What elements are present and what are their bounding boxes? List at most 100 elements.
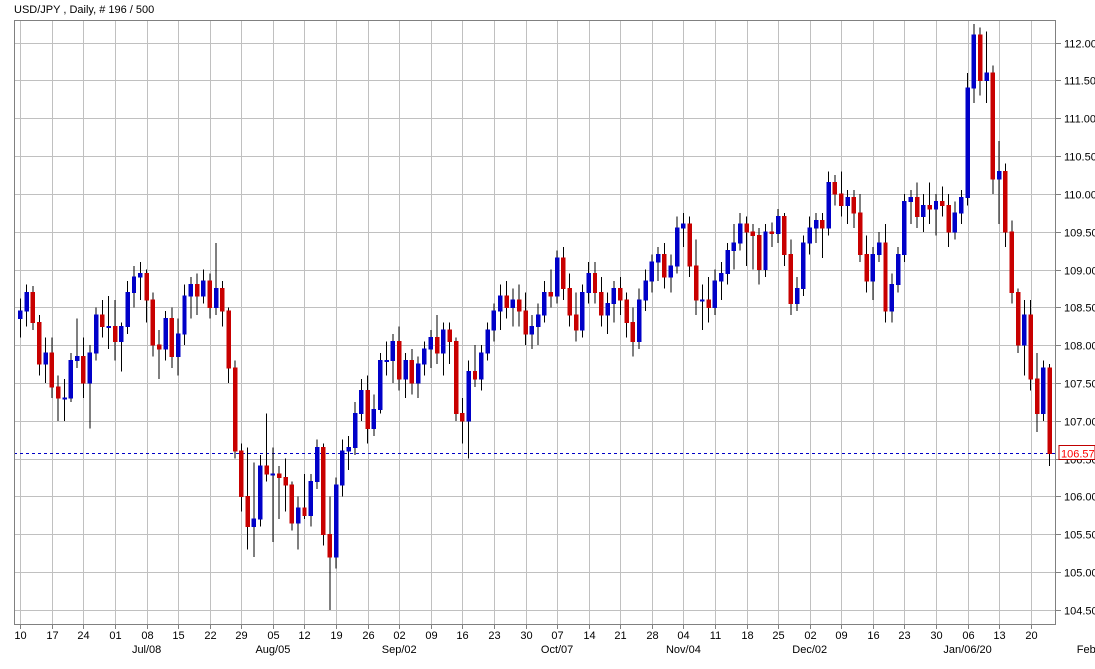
y-tick-label: 108.00: [1064, 341, 1095, 353]
x-tick-month-label: Dec/02: [792, 644, 827, 656]
chart-canvas: 104.50105.00105.50106.00106.50107.00107.…: [0, 0, 1095, 669]
candle: [107, 326, 110, 327]
x-tick-day-label: 06: [962, 630, 974, 642]
candle: [164, 319, 167, 349]
candle: [183, 296, 186, 334]
x-tick-day-label: 13: [993, 630, 1005, 642]
candle: [240, 451, 243, 496]
x-tick-day-label: 12: [298, 630, 310, 642]
candle: [650, 262, 653, 281]
candle: [783, 217, 786, 255]
candle: [846, 198, 849, 206]
candle: [909, 198, 912, 202]
candle: [549, 292, 552, 296]
candle: [132, 277, 135, 292]
candle: [44, 353, 47, 364]
candle: [82, 357, 85, 383]
candle: [309, 481, 312, 515]
candle: [884, 243, 887, 311]
x-tick-day-label: 07: [551, 630, 563, 642]
candle: [195, 285, 198, 296]
candle: [50, 353, 53, 387]
candlestick-chart: USD/JPY , Daily, # 196 / 500 104.50105.0…: [0, 0, 1095, 669]
x-tick-day-label: 20: [1025, 630, 1037, 642]
candle: [454, 341, 457, 413]
candle: [972, 35, 975, 88]
x-tick-day-label: 09: [425, 630, 437, 642]
candle: [19, 311, 22, 319]
y-tick-label: 106.00: [1064, 492, 1095, 504]
candle: [284, 478, 287, 486]
candle: [581, 292, 584, 330]
candle: [391, 341, 394, 360]
candle: [328, 534, 331, 557]
x-tick-day-label: 15: [172, 630, 184, 642]
candle: [94, 315, 97, 353]
candle: [530, 326, 533, 334]
candle: [56, 387, 59, 398]
candle: [139, 273, 142, 277]
candle: [619, 288, 622, 299]
y-tick-label: 109.00: [1064, 266, 1095, 278]
y-tick-label: 107.00: [1064, 417, 1095, 429]
candle: [631, 323, 634, 342]
candle: [372, 409, 375, 428]
x-tick-day-label: 10: [14, 630, 26, 642]
x-tick-month-label: Aug/05: [255, 644, 290, 656]
x-tick-day-label: 17: [46, 630, 58, 642]
candle: [170, 319, 173, 357]
candle: [555, 258, 558, 296]
candle: [524, 311, 527, 334]
candle: [120, 326, 123, 341]
candle: [757, 236, 760, 270]
x-tick-day-label: 24: [77, 630, 89, 642]
candle: [416, 364, 419, 383]
candle: [499, 296, 502, 311]
x-tick-day-label: 29: [235, 630, 247, 642]
candle: [214, 288, 217, 307]
candle: [701, 300, 704, 301]
candle: [745, 224, 748, 232]
candle: [246, 496, 249, 526]
candle: [505, 296, 508, 307]
y-tick-label: 105.50: [1064, 530, 1095, 542]
candle: [713, 281, 716, 307]
candle: [290, 485, 293, 523]
candle: [1004, 171, 1007, 232]
candle: [461, 413, 464, 421]
candle: [31, 292, 34, 322]
candle: [221, 288, 224, 311]
candle: [101, 315, 104, 326]
x-tick-day-label: 02: [804, 630, 816, 642]
candle: [145, 273, 148, 299]
candle: [675, 228, 678, 266]
candle: [644, 281, 647, 300]
x-tick-day-label: 16: [867, 630, 879, 642]
candle: [322, 447, 325, 534]
candle: [915, 198, 918, 217]
candle: [732, 243, 735, 251]
candle: [606, 304, 609, 315]
candle: [69, 360, 72, 398]
candle: [410, 360, 413, 383]
candle: [947, 205, 950, 231]
candle: [271, 474, 274, 475]
candle: [568, 288, 571, 314]
candle: [840, 194, 843, 205]
x-tick-day-label: 26: [362, 630, 374, 642]
candle: [997, 171, 1000, 179]
candle: [543, 292, 546, 315]
candle: [492, 311, 495, 330]
candle: [517, 300, 520, 311]
candle: [75, 357, 78, 361]
candle: [852, 198, 855, 213]
candle: [233, 368, 236, 451]
candle: [966, 88, 969, 198]
candle: [208, 281, 211, 307]
x-tick-day-label: 23: [898, 630, 910, 642]
x-tick-month-label: Sep/02: [382, 644, 417, 656]
candle: [821, 220, 824, 228]
candle: [656, 254, 659, 262]
x-tick-day-label: 22: [204, 630, 216, 642]
candle: [511, 300, 514, 308]
